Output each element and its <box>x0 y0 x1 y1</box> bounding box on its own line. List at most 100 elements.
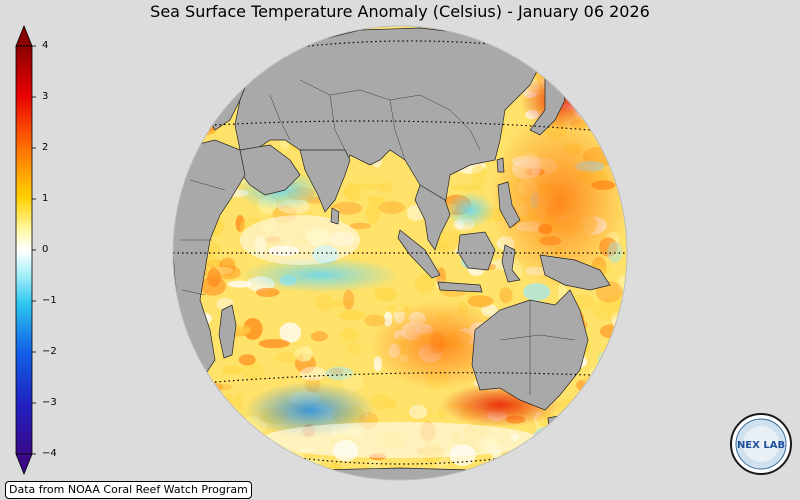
ocean-patch <box>242 63 269 71</box>
ocean-patch <box>603 437 616 451</box>
ocean-patch <box>597 67 618 80</box>
ocean-patch <box>588 366 605 379</box>
ocean-patch <box>197 78 225 87</box>
ocean-patch <box>365 203 380 225</box>
land-philippines <box>497 181 521 229</box>
ocean-patch <box>521 44 537 61</box>
ocean-patch <box>235 392 244 411</box>
ocean-patch <box>606 73 627 81</box>
land-sumatra <box>397 229 441 279</box>
ocean-patch <box>378 201 406 214</box>
ocean-patch <box>263 30 289 50</box>
ocean-patch <box>216 265 241 280</box>
land-indochina <box>414 184 451 251</box>
map-title: Sea Surface Temperature Anomaly (Celsius… <box>150 2 650 21</box>
ocean-patch <box>330 300 353 307</box>
warm-anomaly-west-pacific <box>490 110 627 290</box>
ocean-patch <box>493 28 526 47</box>
nex-lab-logo: NEX LAB <box>730 413 792 475</box>
ocean-patch <box>193 415 210 433</box>
ocean-patch <box>221 365 243 375</box>
colorbar-tick-label: −4 <box>42 448 57 459</box>
colorbar-tick-label: −1 <box>42 295 57 306</box>
ocean-patch <box>379 181 393 194</box>
ocean-patch <box>244 34 274 51</box>
data-source-label: Data from NOAA Coral Reef Watch Program <box>5 481 252 499</box>
ocean-patch <box>173 30 185 42</box>
ocean-patch <box>310 331 328 342</box>
ocean-patch <box>605 38 623 47</box>
ocean-patch <box>217 383 233 391</box>
ocean-patch <box>435 230 464 251</box>
ocean-patch <box>564 55 596 75</box>
ocean-patch <box>242 360 264 382</box>
latitude-lines <box>173 40 627 465</box>
colorbar-tick-label: 3 <box>42 91 49 102</box>
country-borders <box>180 79 576 395</box>
globe-outline <box>172 25 628 481</box>
ocean-patch <box>179 369 206 387</box>
ocean-patch <box>180 375 202 385</box>
colorbar-tick-label: 1 <box>42 193 49 204</box>
ocean-patch <box>208 26 237 36</box>
ocean-patch <box>325 366 354 381</box>
ocean-patch <box>184 101 204 121</box>
ocean-patch <box>511 453 535 464</box>
ocean-patch <box>594 395 611 403</box>
ocean-patch <box>173 352 187 363</box>
land-new-guinea <box>539 254 611 291</box>
ocean-patch <box>539 464 567 476</box>
ocean-patch <box>300 366 327 381</box>
ocean-patch <box>339 310 366 320</box>
ocean-patch <box>414 274 436 294</box>
land-sulawesi <box>501 244 521 283</box>
ocean-patch <box>249 440 269 455</box>
ocean-patch <box>206 441 221 455</box>
ocean-patch <box>255 287 280 297</box>
ocean-patch <box>349 222 372 229</box>
ocean-patch <box>437 409 446 420</box>
land-taiwan <box>496 157 505 173</box>
cool-anomaly-equatorial-indian <box>240 257 400 293</box>
colorbar-tick-label: 2 <box>42 142 49 153</box>
ocean-patch <box>573 399 599 414</box>
globe-surface <box>173 26 627 480</box>
ocean-patch <box>222 419 234 442</box>
ocean-patch <box>315 294 335 312</box>
ocean-patch <box>190 26 212 37</box>
ocean-patch <box>341 372 364 392</box>
ocean-patch <box>548 30 558 43</box>
ocean-patch <box>347 341 361 356</box>
ocean-patch <box>218 408 236 425</box>
ocean-patch <box>370 393 390 411</box>
land-antarctica <box>319 467 471 480</box>
ocean-patch <box>599 324 625 339</box>
ocean-patch <box>208 400 224 422</box>
ocean-patch <box>321 27 339 36</box>
ocean-patch <box>193 94 223 105</box>
ocean-patch <box>209 39 241 49</box>
ocean-patch <box>222 393 236 415</box>
ocean-patch <box>173 79 194 99</box>
ocean-patch <box>589 92 607 106</box>
ocean-patch <box>176 154 192 166</box>
ocean-patch <box>551 458 579 473</box>
land-sri-lanka <box>330 207 340 225</box>
ocean-patch <box>227 280 252 288</box>
ocean-patch <box>561 404 591 425</box>
ocean-patch <box>587 378 604 389</box>
ocean-patch <box>585 26 597 42</box>
ocean-patch <box>189 375 199 392</box>
ocean-patch <box>575 75 587 86</box>
ocean-patch <box>231 70 241 79</box>
ocean-patch <box>207 267 221 288</box>
ocean-patch <box>272 456 289 465</box>
ocean-patch <box>594 104 605 123</box>
ocean-patch <box>340 328 360 342</box>
land-india <box>299 149 351 213</box>
ocean-patch <box>191 81 223 98</box>
ocean-patch <box>579 402 593 414</box>
ocean-patch <box>331 201 363 215</box>
